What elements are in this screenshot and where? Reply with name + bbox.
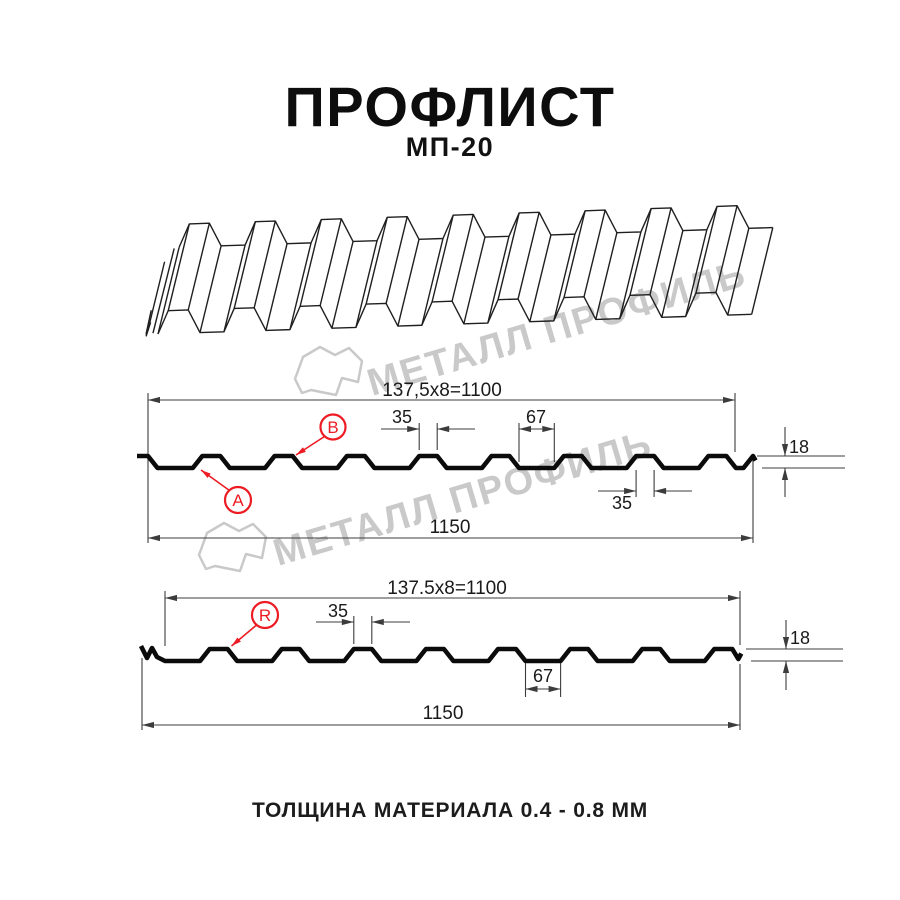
sheet-cut-edge-line	[145, 310, 152, 335]
rib-edge-line	[583, 209, 606, 298]
page-title: ПРОФЛИСТ	[284, 75, 616, 138]
rib-edge-line	[727, 228, 750, 316]
rib-edge-line	[595, 232, 618, 320]
cross-section-top: 137,5x8=1100 1150 35 67 35 18 B A	[137, 380, 845, 543]
rib-edge-line	[661, 230, 684, 318]
label-a-circle	[223, 485, 253, 515]
rib-edge-line	[487, 236, 510, 324]
rib-edge-line	[299, 219, 322, 307]
rib-edge-line	[695, 206, 718, 294]
label-b-circle	[319, 413, 347, 441]
profile-sheet-3d-sketch	[145, 205, 774, 337]
rib-edge-line	[629, 208, 652, 296]
rib-edge-line	[167, 223, 191, 311]
label-b-leader	[295, 435, 325, 456]
cross-section-bottom: 137.5x8=1100 1150 35 67 18 R	[138, 578, 843, 730]
rib-edge-line	[451, 214, 474, 302]
label-r: R	[259, 606, 271, 625]
rib-edge-line	[529, 234, 552, 322]
rib-edge-line	[431, 214, 454, 303]
dim-valley-width: 67	[526, 407, 546, 427]
rib-edge-line	[685, 229, 708, 317]
dim-rib-bottom-width: 35	[612, 493, 632, 513]
rib-edge-line	[355, 240, 378, 328]
sheet-cut-edge-line	[147, 261, 166, 331]
rib-edge-line	[157, 247, 180, 335]
sheet-cut-edge-line	[145, 322, 152, 337]
label-r-leader	[230, 624, 257, 647]
dim-profile-height: 18	[790, 628, 810, 648]
rib-edge-line	[421, 238, 444, 326]
metall-profil-logo-icon	[197, 521, 268, 573]
rib-edge-line	[463, 236, 486, 325]
rib-edge-line	[715, 205, 738, 293]
dim-overall-width: 1150	[423, 703, 464, 724]
dim-rib-top-width: 35	[392, 407, 412, 427]
rib-edge-line	[319, 218, 342, 306]
rib-edge-line	[365, 217, 388, 305]
rib-edge-line	[187, 223, 211, 311]
profile-outline-bottom-section	[138, 644, 744, 664]
rib-edge-line	[385, 216, 408, 304]
dim-rib-top-width: 35	[328, 601, 348, 621]
dim-profile-height: 18	[789, 437, 809, 457]
rib-edge-line	[397, 239, 420, 327]
watermark-brand-text: МЕТАЛЛ ПРОФИЛЬ	[269, 423, 658, 575]
rib-edge-line	[497, 212, 520, 300]
label-r-circle	[250, 600, 280, 630]
dim-valley-width: 67	[533, 666, 553, 686]
profile-outline-top-section	[137, 453, 758, 471]
page-subtitle: МП-20	[405, 132, 495, 162]
dim-overall-width: 1150	[430, 517, 471, 538]
rib-edge-line	[619, 231, 642, 319]
rib-edge-line	[199, 245, 222, 333]
thickness-note: ТОЛЩИНА МАТЕРИАЛА 0.4 - 0.8 ММ	[251, 799, 649, 822]
dim-width-formula: 137.5x8=1100	[387, 578, 507, 599]
dim-width-formula: 137,5x8=1100	[382, 380, 502, 401]
rib-edge-line	[553, 233, 576, 322]
rib-edge-line	[265, 243, 288, 331]
rib-edge-line	[253, 220, 276, 308]
rib-edge-line	[517, 212, 540, 300]
rib-edge-line	[233, 221, 257, 309]
sheet-cut-edge-line	[152, 248, 175, 334]
watermark-lower: МЕТАЛЛ ПРОФИЛЬ	[197, 423, 658, 575]
rib-edge-line	[289, 242, 312, 330]
label-a: A	[232, 491, 244, 510]
metall-profil-logo-icon	[293, 345, 364, 397]
rib-edge-line	[563, 210, 586, 298]
label-b: B	[327, 418, 338, 437]
rib-edge-line	[649, 207, 672, 295]
sheet-far-edge	[178, 205, 773, 248]
rib-edge-line	[223, 244, 246, 332]
label-a-leader	[200, 469, 230, 492]
rib-edge-line	[750, 227, 774, 315]
rib-edge-line	[331, 241, 354, 329]
